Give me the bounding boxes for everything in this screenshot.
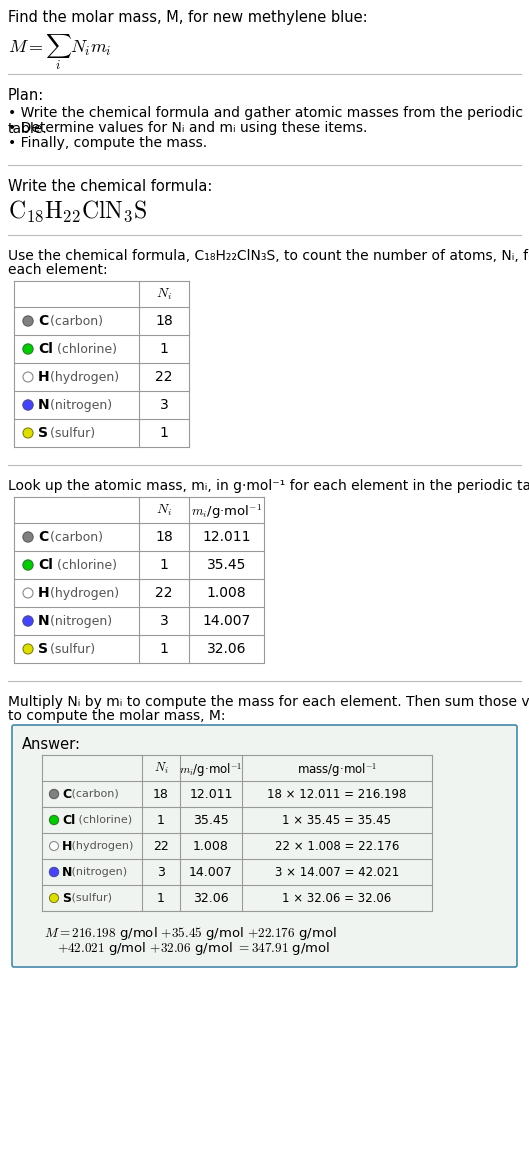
Text: 1.008: 1.008 [207,585,247,599]
Text: H: H [38,585,50,599]
Text: • Determine values for Nᵢ and mᵢ using these items.: • Determine values for Nᵢ and mᵢ using t… [8,121,367,135]
Text: $M = 216.198$ g/mol $+ 35.45$ g/mol $+ 22.176$ g/mol: $M = 216.198$ g/mol $+ 35.45$ g/mol $+ 2… [44,925,336,942]
Text: 12.011: 12.011 [189,788,233,801]
Text: N: N [62,866,72,879]
Circle shape [50,867,59,876]
Circle shape [50,894,59,902]
Text: 32.06: 32.06 [207,643,247,656]
Text: (carbon): (carbon) [45,314,103,327]
Circle shape [23,345,33,354]
Text: Use the chemical formula, C₁₈H₂₂ClN₃S, to count the number of atoms, Nᵢ, for: Use the chemical formula, C₁₈H₂₂ClN₃S, t… [8,249,529,263]
Text: 14.007: 14.007 [203,613,251,629]
Text: (nitrogen): (nitrogen) [68,867,127,876]
Text: S: S [62,892,71,904]
Text: Write the chemical formula:: Write the chemical formula: [8,179,212,194]
Text: (chlorine): (chlorine) [75,815,132,825]
Text: (hydrogen): (hydrogen) [45,370,118,383]
Circle shape [23,616,33,626]
Text: Cl: Cl [38,342,53,356]
Text: N: N [38,613,50,629]
Text: $m_i$/g·mol$^{-1}$: $m_i$/g·mol$^{-1}$ [179,761,243,779]
Text: C: C [38,530,48,544]
Text: 1: 1 [160,426,168,440]
Text: (nitrogen): (nitrogen) [45,615,112,627]
Text: 18: 18 [155,530,173,544]
Text: 1: 1 [160,342,168,356]
Circle shape [50,842,59,851]
Text: $\mathrm{C_{18}H_{22}ClN_3S}$: $\mathrm{C_{18}H_{22}ClN_3S}$ [8,199,147,225]
Text: (sulfur): (sulfur) [45,643,95,655]
Text: 22: 22 [155,370,173,384]
Text: 3: 3 [160,398,168,412]
Text: 1: 1 [157,892,165,904]
Text: 22 × 1.008 = 22.176: 22 × 1.008 = 22.176 [275,839,399,852]
Text: 12.011: 12.011 [202,530,251,544]
Text: Plan:: Plan: [8,88,44,102]
Text: H: H [38,370,50,384]
Text: 35.45: 35.45 [207,558,246,572]
Text: • Write the chemical formula and gather atomic masses from the periodic table.: • Write the chemical formula and gather … [8,106,523,136]
Text: $N_i$: $N_i$ [156,288,172,303]
Text: 1 × 35.45 = 35.45: 1 × 35.45 = 35.45 [282,814,391,826]
FancyBboxPatch shape [12,725,517,967]
Circle shape [23,588,33,598]
Text: 35.45: 35.45 [193,814,229,826]
Text: mass/g·mol$^{-1}$: mass/g·mol$^{-1}$ [297,761,377,779]
Text: (carbon): (carbon) [68,789,119,799]
Text: 1: 1 [160,558,168,572]
Text: • Finally, compute the mass.: • Finally, compute the mass. [8,136,207,150]
Text: $N_i$: $N_i$ [154,761,168,776]
Circle shape [23,532,33,542]
Text: $m_i$/g·mol$^{-1}$: $m_i$/g·mol$^{-1}$ [191,503,262,521]
Text: Answer:: Answer: [22,737,81,752]
Text: 1: 1 [157,814,165,826]
Text: 18: 18 [155,314,173,328]
Text: (sulfur): (sulfur) [68,893,113,903]
Text: Cl: Cl [38,558,53,572]
Text: 18 × 12.011 = 216.198: 18 × 12.011 = 216.198 [267,788,407,801]
Text: N: N [38,398,50,412]
Text: (carbon): (carbon) [45,531,103,544]
Circle shape [50,816,59,824]
Text: C: C [62,788,71,801]
Text: 32.06: 32.06 [193,892,229,904]
Circle shape [23,644,33,654]
Text: 1.008: 1.008 [193,839,229,852]
Text: 3: 3 [160,613,168,629]
Circle shape [23,560,33,570]
Text: 1 × 32.06 = 32.06: 1 × 32.06 = 32.06 [282,892,391,904]
Text: to compute the molar mass, M:: to compute the molar mass, M: [8,709,225,723]
Circle shape [23,428,33,438]
Text: S: S [38,643,48,656]
Text: H: H [62,839,72,852]
Text: 1: 1 [160,643,168,656]
Text: (sulfur): (sulfur) [45,426,95,440]
Text: Cl: Cl [62,814,75,826]
Text: S: S [38,426,48,440]
Text: Find the molar mass, M, for new methylene blue:: Find the molar mass, M, for new methylen… [8,10,368,24]
Circle shape [23,315,33,326]
Text: 18: 18 [153,788,169,801]
Text: $N_i$: $N_i$ [156,503,172,518]
Text: 14.007: 14.007 [189,866,233,879]
Text: 22: 22 [155,585,173,599]
Text: C: C [38,314,48,328]
Circle shape [23,400,33,410]
Text: 3: 3 [157,866,165,879]
Text: (hydrogen): (hydrogen) [68,842,134,851]
Circle shape [50,789,59,799]
Text: 22: 22 [153,839,169,852]
Text: 3 × 14.007 = 42.021: 3 × 14.007 = 42.021 [275,866,399,879]
Text: each element:: each element: [8,263,107,277]
Text: Multiply Nᵢ by mᵢ to compute the mass for each element. Then sum those values: Multiply Nᵢ by mᵢ to compute the mass fo… [8,695,529,709]
Text: (chlorine): (chlorine) [53,342,117,355]
Circle shape [23,372,33,382]
Text: (nitrogen): (nitrogen) [45,398,112,412]
Text: Look up the atomic mass, mᵢ, in g·mol⁻¹ for each element in the periodic table:: Look up the atomic mass, mᵢ, in g·mol⁻¹ … [8,480,529,494]
Text: $+ 42.021$ g/mol $+ 32.06$ g/mol $= 347.91$ g/mol: $+ 42.021$ g/mol $+ 32.06$ g/mol $= 347.… [57,941,330,957]
Text: (chlorine): (chlorine) [53,559,117,572]
Text: $M = \sum_i N_i m_i$: $M = \sum_i N_i m_i$ [8,31,112,72]
Text: (hydrogen): (hydrogen) [45,587,118,599]
